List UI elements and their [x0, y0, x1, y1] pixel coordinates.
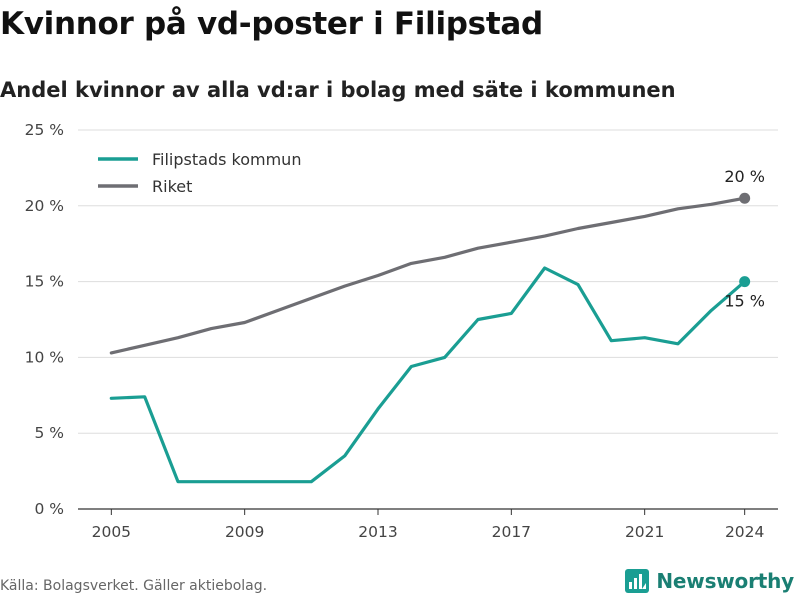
x-tick-label: 2013	[358, 523, 397, 541]
x-tick-label: 2005	[92, 523, 131, 541]
x-tick-label: 2017	[492, 523, 531, 541]
brand-name: Newsworthy	[656, 569, 794, 593]
series-lines: 15 % 20 %	[109, 167, 765, 484]
chart-subtitle: Andel kvinnor av alla vd:ar i bolag med …	[0, 78, 676, 102]
series-end-label: 15 %	[724, 292, 765, 311]
series-end-point	[739, 192, 751, 204]
x-tick-label: 2024	[725, 523, 764, 541]
y-tick-label: 15 %	[25, 273, 64, 291]
y-tick-label: 20 %	[25, 197, 64, 215]
y-tick-label: 25 %	[25, 121, 64, 139]
x-tick-label: 2021	[625, 523, 664, 541]
source-note: Källa: Bolagsverket. Gäller aktiebolag.	[0, 578, 268, 594]
line-chart: 0 % 5 % 10 % 15 % 20 % 25 % 2005 2009 2013 2017 20…	[25, 121, 778, 541]
series-end-label: 20 %	[724, 167, 765, 186]
chart-title: Kvinnor på vd-poster i Filipstad	[0, 6, 543, 42]
y-tick-label: 0 %	[34, 500, 64, 518]
series-line-riket	[109, 196, 747, 355]
series-end-point	[739, 276, 751, 288]
series-line-filipstad	[109, 266, 747, 484]
axis-ticks: 0 % 5 % 10 % 15 % 20 % 25 % 2005 2009 2013 2017 20…	[25, 121, 765, 541]
y-tick-label: 5 %	[34, 424, 64, 442]
legend: Filipstads kommun Riket	[98, 150, 301, 196]
y-tick-label: 10 %	[25, 348, 64, 366]
legend-label: Filipstads kommun	[152, 150, 301, 169]
newsworthy-logo-icon	[625, 569, 650, 593]
x-tick-label: 2009	[225, 523, 264, 541]
grid-lines	[78, 129, 778, 510]
legend-label: Riket	[152, 177, 192, 196]
brand-logo[interactable]: Newsworthy	[625, 569, 794, 593]
